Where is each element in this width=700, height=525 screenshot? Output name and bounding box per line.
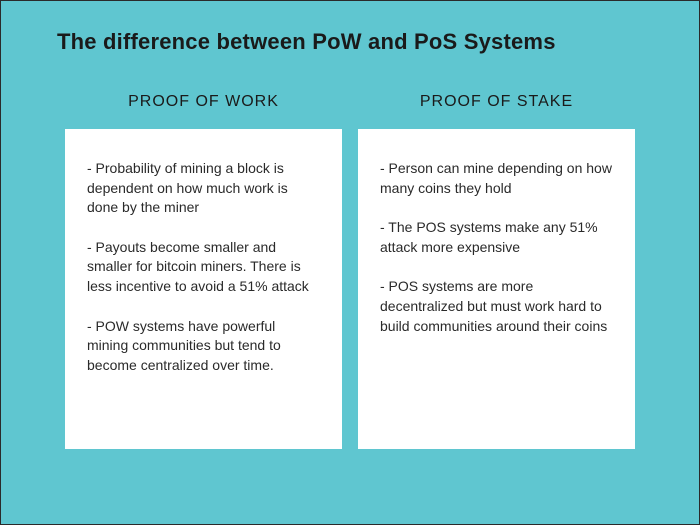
bullet-pow-1: - Payouts become smaller and smaller for… [87, 238, 320, 297]
page-title: The difference between PoW and PoS Syste… [57, 29, 671, 55]
bullet-pos-2: - POS systems are more decentralized but… [380, 277, 613, 336]
column-pow: PROOF OF WORK - Probability of mining a … [65, 93, 342, 449]
column-header-pow: PROOF OF WORK [65, 93, 342, 111]
bullet-pow-0: - Probability of mining a block is depen… [87, 159, 320, 218]
columns-container: PROOF OF WORK - Probability of mining a … [29, 93, 671, 449]
bullet-pos-1: - The POS systems make any 51% attack mo… [380, 218, 613, 257]
column-header-pos: PROOF OF STAKE [358, 93, 635, 111]
card-pow: - Probability of mining a block is depen… [65, 129, 342, 449]
infographic-page: The difference between PoW and PoS Syste… [0, 0, 700, 525]
card-pos: - Person can mine depending on how many … [358, 129, 635, 449]
bullet-pow-2: - POW systems have powerful mining commu… [87, 317, 320, 376]
bullet-pos-0: - Person can mine depending on how many … [380, 159, 613, 198]
column-pos: PROOF OF STAKE - Person can mine dependi… [358, 93, 635, 449]
